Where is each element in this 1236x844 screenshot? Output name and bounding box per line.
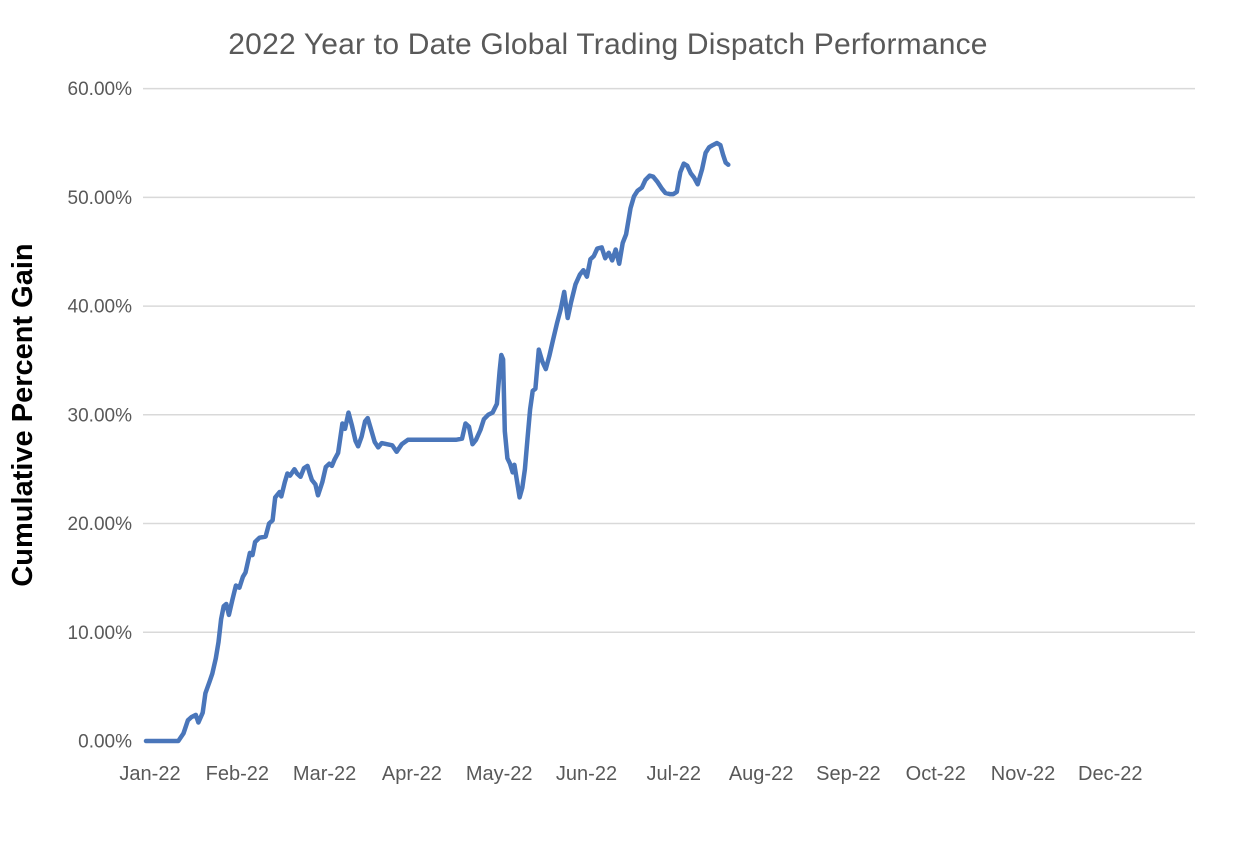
gridlines [143, 87, 1195, 634]
x-tick-label: Sep-22 [816, 763, 881, 785]
y-tick-label: 10.00% [68, 623, 133, 644]
y-tick-label: 30.00% [68, 405, 133, 426]
x-tick-label: Jul-22 [647, 763, 701, 785]
y-tick-label: 40.00% [68, 297, 133, 318]
x-tick-label: Mar-22 [293, 763, 356, 785]
x-tick-label: Jan-22 [119, 763, 180, 785]
y-tick-label: 20.00% [68, 514, 133, 535]
x-tick-label: Nov-22 [991, 763, 1055, 785]
performance-line [143, 140, 731, 744]
y-tick-label: 50.00% [68, 188, 133, 209]
x-tick-label: Jun-22 [556, 763, 617, 785]
y-tick-label: 60.00% [68, 79, 133, 100]
x-tick-label: Oct-22 [906, 763, 966, 785]
y-axis-tick-labels: 0.00% 10.00% 20.00% 30.00% 40.00% 50.00% 60.00… [68, 79, 133, 752]
x-tick-label: Apr-22 [382, 763, 442, 785]
x-tick-label: Aug-22 [729, 763, 794, 785]
x-tick-label: Dec-22 [1078, 763, 1142, 785]
x-axis-tick-labels: Jan-22 Feb-22 Mar-22 Apr-22 May-22 Jun-22 Jul-… [119, 763, 1142, 785]
x-tick-label: Feb-22 [206, 763, 269, 785]
y-tick-label: 0.00% [78, 732, 132, 753]
x-tick-label: May-22 [466, 763, 533, 785]
y-axis-title: Cumulative Percent Gain [7, 243, 39, 586]
chart-title: 2022 Year to Date Global Trading Dispatc… [228, 28, 988, 61]
